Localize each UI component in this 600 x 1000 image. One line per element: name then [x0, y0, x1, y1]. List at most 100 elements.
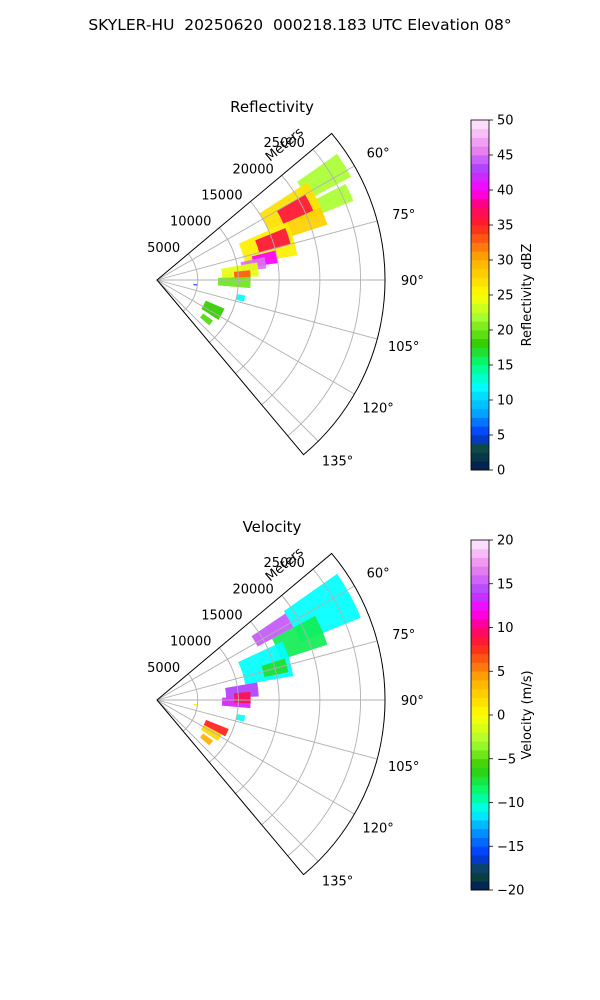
colorbar-swatch	[471, 260, 489, 270]
colorbar-tick-label: 10	[497, 621, 514, 636]
colorbar-swatch	[471, 828, 489, 838]
colorbar-swatch	[471, 443, 489, 453]
range-ring	[209, 227, 239, 343]
colorbar-swatch	[471, 732, 489, 742]
figure-title: SKYLER-HU 20250620 000218.183 UTC Elevat…	[88, 16, 512, 34]
colorbar-swatch	[471, 662, 489, 672]
echo-region	[200, 724, 222, 741]
range-tick-label: 5000	[147, 241, 180, 256]
range-tick-label: 20000	[232, 582, 273, 597]
colorbar-swatch	[471, 391, 489, 401]
colorbar-swatch	[471, 802, 489, 812]
colorbar-swatch	[471, 216, 489, 226]
range-ring	[235, 201, 280, 374]
colorbar-swatch	[471, 172, 489, 182]
colorbar-swatch	[471, 697, 489, 707]
azimuth-gridline	[156, 699, 319, 862]
azimuth-tick-label: 90°	[401, 274, 424, 289]
azimuth-gridline	[156, 640, 378, 701]
colorbar-tick-label: 40	[497, 184, 514, 199]
colorbar-swatch	[471, 163, 489, 173]
colorbar-tick-label: 35	[497, 219, 514, 234]
colorbar-swatch	[471, 837, 489, 847]
colorbar-swatch	[471, 268, 489, 278]
colorbar-tick-label: 15	[497, 577, 514, 592]
colorbar-swatch	[471, 338, 489, 348]
colorbar-swatch	[471, 321, 489, 331]
colorbar-swatch	[471, 610, 489, 620]
colorbar: −20 −15 −10 −5 0 5 10 15 20 Velocity (m/s)	[470, 534, 535, 899]
colorbar-swatch	[471, 286, 489, 296]
range-ring	[235, 621, 280, 794]
colorbar-swatch	[471, 758, 489, 768]
colorbar-swatch	[471, 400, 489, 410]
colorbar-swatch	[471, 855, 489, 865]
colorbar-swatch	[471, 295, 489, 305]
colorbar-swatch	[471, 601, 489, 611]
colorbar-swatch	[471, 540, 489, 550]
colorbar-swatch	[471, 242, 489, 252]
colorbar-swatch	[471, 365, 489, 375]
range-tick-label: 25000	[264, 136, 305, 151]
colorbar-swatch	[471, 452, 489, 462]
colorbar-swatch	[471, 435, 489, 445]
colorbar-swatch	[471, 846, 489, 856]
azimuth-gridline	[156, 279, 378, 340]
colorbar-swatch	[471, 181, 489, 191]
colorbar-tick-label: 50	[497, 114, 514, 129]
colorbar-swatch	[471, 575, 489, 585]
colorbar-swatch	[471, 767, 489, 777]
colorbar-swatch	[471, 592, 489, 602]
echo-region	[272, 615, 328, 660]
colorbar-tick-label: −20	[497, 884, 524, 899]
echo-region	[193, 703, 198, 706]
colorbar-swatch	[471, 461, 489, 471]
range-tick-label: 10000	[170, 215, 211, 230]
colorbar-swatch	[471, 251, 489, 261]
colorbar-swatch	[471, 225, 489, 235]
panel-subtitle: Velocity	[243, 518, 302, 536]
azimuth-gridline	[156, 279, 355, 395]
panel-subtitle: Reflectivity	[230, 98, 314, 116]
echo-region	[193, 283, 198, 286]
colorbar-swatch	[471, 645, 489, 655]
colorbar-tick-label: 15	[497, 359, 514, 374]
colorbar-tick-label: −15	[497, 840, 524, 855]
azimuth-tick-label: 135°	[322, 455, 353, 470]
colorbar-swatch	[471, 583, 489, 593]
colorbar-swatch	[471, 793, 489, 803]
colorbar-label: Reflectivity dBZ	[520, 244, 535, 347]
colorbar-swatch	[471, 155, 489, 165]
azimuth-gridline	[156, 699, 378, 760]
colorbar-label: Velocity (m/s)	[520, 670, 535, 759]
colorbar-swatch	[471, 146, 489, 156]
range-tick-label: 15000	[201, 189, 242, 204]
colorbar-swatch	[471, 811, 489, 821]
colorbar-swatch	[471, 776, 489, 786]
colorbar-swatch	[471, 750, 489, 760]
reflectivity-panel: Reflectivity500010000150002000025000Mete…	[147, 98, 535, 479]
azimuth-gridline	[156, 585, 355, 701]
colorbar: 0 5 10 15 20 25 30 35 40 45 50 Reflectivity dBZ	[470, 114, 535, 479]
azimuth-tick-label: 90°	[401, 694, 424, 709]
colorbar-tick-label: 45	[497, 149, 514, 164]
azimuth-tick-label: 120°	[362, 402, 393, 417]
azimuth-gridline	[156, 699, 355, 815]
colorbar-swatch	[471, 408, 489, 418]
colorbar-swatch	[471, 820, 489, 830]
azimuth-tick-label: 60°	[367, 566, 390, 581]
echo-region	[217, 276, 251, 289]
range-ring	[261, 175, 321, 406]
colorbar-tick-label: 25	[497, 289, 514, 304]
azimuth-tick-label: 105°	[388, 760, 419, 775]
colorbar-swatch	[471, 715, 489, 725]
colorbar-swatch	[471, 872, 489, 882]
echo-region	[200, 733, 213, 746]
echo-region	[234, 691, 251, 704]
echo-region	[236, 294, 246, 302]
echo-region	[203, 719, 229, 737]
colorbar-swatch	[471, 120, 489, 130]
colorbar-swatch	[471, 566, 489, 576]
colorbar-swatch	[471, 128, 489, 138]
range-ring	[261, 595, 321, 826]
